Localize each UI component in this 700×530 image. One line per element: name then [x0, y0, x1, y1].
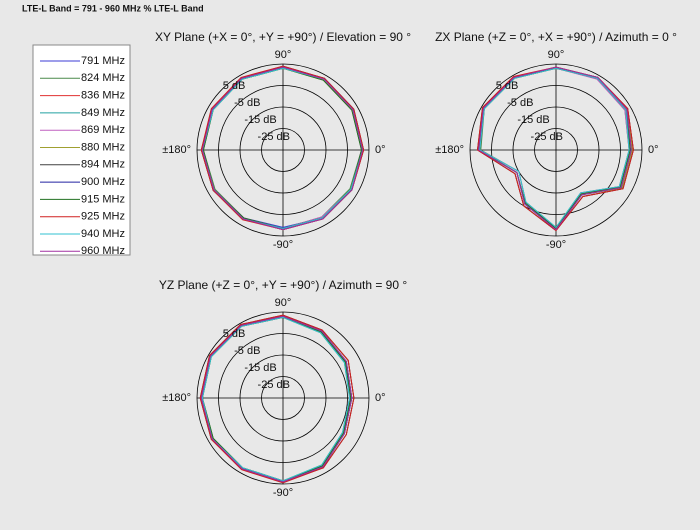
r-tick-label: -15 dB — [244, 362, 276, 374]
theta-tick-label: ±180° — [435, 144, 464, 156]
trace — [480, 67, 630, 229]
trace — [479, 67, 630, 229]
page-title: LTE-L Band = 791 - 960 MHz % LTE-L Band — [22, 3, 204, 13]
trace — [478, 66, 632, 231]
legend-label: 869 MHz — [81, 124, 125, 136]
r-tick-label: -5 dB — [507, 97, 533, 109]
trace — [200, 315, 353, 483]
trace — [479, 67, 631, 230]
r-tick-label: -15 dB — [517, 114, 549, 126]
theta-tick-label: 90° — [275, 297, 292, 309]
plot-title: XY Plane (+X = 0°, +Y = +90°) / Elevatio… — [155, 30, 411, 44]
trace — [201, 316, 351, 482]
theta-tick-label: 0° — [648, 144, 659, 156]
theta-tick-label: 90° — [548, 49, 565, 61]
r-tick-label: 5 dB — [223, 328, 246, 340]
legend-label: 915 MHz — [81, 193, 125, 205]
r-tick-label: -25 dB — [258, 131, 290, 143]
legend-label: 900 MHz — [81, 176, 125, 188]
r-tick-label: 5 dB — [496, 80, 519, 92]
trace — [201, 66, 364, 231]
theta-tick-label: 0° — [375, 144, 386, 156]
legend-label: 824 MHz — [81, 72, 125, 84]
theta-tick-label: 90° — [275, 49, 292, 61]
r-tick-label: -15 dB — [244, 114, 276, 126]
theta-tick-label: ±180° — [162, 144, 191, 156]
legend-label: 925 MHz — [81, 211, 125, 223]
legend-label: 836 MHz — [81, 90, 125, 102]
trace — [199, 314, 355, 484]
legend-label: 894 MHz — [81, 159, 125, 171]
legend-label: 940 MHz — [81, 228, 125, 240]
r-tick-label: -5 dB — [234, 345, 260, 357]
theta-tick-label: -90° — [273, 239, 293, 251]
theta-tick-label: ±180° — [162, 392, 191, 404]
legend-label: 791 MHz — [81, 55, 125, 67]
r-tick-label: 5 dB — [223, 80, 246, 92]
trace — [479, 67, 630, 230]
r-tick-label: -25 dB — [258, 379, 290, 391]
legend-label: 849 MHz — [81, 107, 125, 119]
r-tick-label: -25 dB — [531, 131, 563, 143]
theta-tick-label: -90° — [273, 487, 293, 499]
plot-title: YZ Plane (+Z = 0°, +Y = +90°) / Azimuth … — [159, 278, 408, 292]
legend-box — [32, 44, 131, 256]
legend-label: 960 MHz — [81, 245, 125, 257]
theta-tick-label: -90° — [546, 239, 566, 251]
r-tick-label: -5 dB — [234, 97, 260, 109]
theta-tick-label: 0° — [375, 392, 386, 404]
plot-title: ZX Plane (+Z = 0°, +X = +90°) / Azimuth … — [435, 30, 677, 44]
legend-label: 880 MHz — [81, 141, 125, 153]
